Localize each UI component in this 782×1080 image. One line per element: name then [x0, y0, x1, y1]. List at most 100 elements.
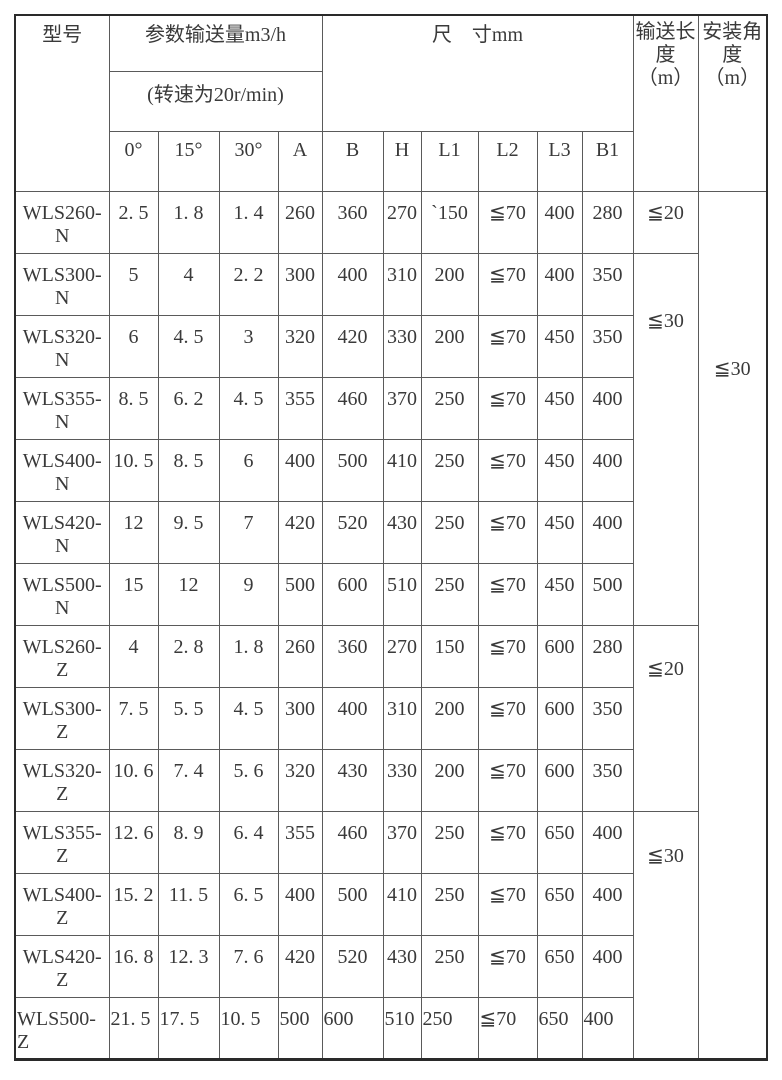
- value-cell: 350: [581, 686, 634, 750]
- value-cell: 250: [420, 438, 479, 502]
- value-cell: 150: [420, 624, 479, 688]
- table-header: 型号 参数输送量m3/h 尺 寸mm 输送长 度 （m） 安装角 度 （m） (…: [14, 14, 768, 192]
- value-cell: 8. 5: [108, 376, 159, 440]
- value-cell: ≦70: [477, 748, 538, 812]
- value-cell: ≦70: [477, 438, 538, 502]
- value-cell: 2. 5: [108, 190, 159, 254]
- table-row: WLS300-Z 7. 5 5. 5 4. 5 300 400 310 200 ≦70 600 35…: [14, 686, 767, 750]
- table-row: WLS400-Z 15. 2 11. 5 6. 5 400 500 410 250 ≦70 650…: [14, 872, 767, 936]
- table-row: WLS355-N 8. 5 6. 2 4. 5 355 460 370 250 ≦70 450 40…: [14, 376, 767, 440]
- value-cell: 410: [382, 872, 422, 936]
- value-cell: 500: [581, 562, 634, 626]
- value-cell: 9. 5: [157, 500, 220, 564]
- value-cell: 500: [321, 438, 384, 502]
- value-cell: 4: [108, 624, 159, 688]
- value-cell: 360: [321, 190, 384, 254]
- value-cell: 250: [420, 996, 479, 1060]
- value-cell: 330: [382, 748, 422, 812]
- value-cell: 355: [277, 376, 323, 440]
- speed-note: (转速为20r/min): [108, 70, 323, 132]
- value-cell: 400: [581, 934, 634, 998]
- model-cell: WLS260-Z: [14, 624, 110, 688]
- table-row: WLS260-N 2. 5 1. 8 1. 4 260 360 270 `150 ≦70 400 2…: [14, 190, 768, 1060]
- value-cell: 250: [420, 376, 479, 440]
- value-cell: 400: [581, 872, 634, 936]
- value-cell: 4: [157, 252, 220, 316]
- value-cell: 430: [321, 748, 384, 812]
- value-cell: 3: [218, 314, 279, 378]
- value-cell: ≦70: [477, 686, 538, 750]
- value-cell: 12: [108, 500, 159, 564]
- value-cell: ≦70: [477, 562, 538, 626]
- col-header-L3: L3: [536, 130, 583, 192]
- value-cell: 350: [581, 252, 634, 316]
- value-cell: 4. 5: [218, 686, 279, 750]
- model-cell: WLS300-N: [14, 252, 110, 316]
- value-cell: 11. 5: [157, 872, 220, 936]
- value-cell: 8. 9: [157, 810, 220, 874]
- value-cell: 250: [420, 500, 479, 564]
- value-cell: 4. 5: [157, 314, 220, 378]
- value-cell: 21. 5: [108, 996, 159, 1060]
- value-cell: `150: [420, 190, 479, 254]
- value-cell: 400: [581, 376, 634, 440]
- model-cell: WLS260-N: [14, 190, 110, 254]
- table-row: WLS500-Z 21. 5 17. 5 10. 5 500 600 510 250 ≦70 65…: [14, 996, 767, 1060]
- value-cell: ≦70: [477, 934, 538, 998]
- value-cell: 250: [420, 872, 479, 936]
- value-cell: 500: [277, 996, 323, 1060]
- value-cell: 300: [277, 686, 323, 750]
- value-cell: 12: [157, 562, 220, 626]
- model-cell: WLS355-Z: [14, 810, 110, 874]
- value-cell: 520: [321, 500, 384, 564]
- model-cell: WLS500-Z: [14, 996, 110, 1060]
- value-cell: 2. 8: [157, 624, 220, 688]
- value-cell: 510: [382, 562, 422, 626]
- value-cell: 6. 4: [218, 810, 279, 874]
- value-cell: 310: [382, 686, 422, 750]
- col-header-B: B: [321, 130, 384, 192]
- value-cell: 4. 5: [218, 376, 279, 440]
- value-cell: 450: [536, 500, 583, 564]
- conveying-length-cell: ≦30: [632, 252, 699, 626]
- dimensions-header: 尺 寸mm: [321, 14, 634, 132]
- spec-table: 型号 参数输送量m3/h 尺 寸mm 输送长 度 （m） 安装角 度 （m） (…: [14, 14, 768, 1061]
- conveying-length-cell: ≦20: [632, 190, 699, 254]
- value-cell: 200: [420, 748, 479, 812]
- value-cell: 10. 6: [108, 748, 159, 812]
- value-cell: ≦70: [477, 624, 538, 688]
- value-cell: 5. 6: [218, 748, 279, 812]
- value-cell: 7: [218, 500, 279, 564]
- value-cell: ≦70: [477, 500, 538, 564]
- value-cell: 320: [277, 314, 323, 378]
- table-body: WLS260-N 2. 5 1. 8 1. 4 260 360 270 `150 ≦70 400 2…: [14, 190, 768, 1060]
- value-cell: 200: [420, 314, 479, 378]
- conveying-length-cell: ≦30: [632, 810, 699, 1060]
- value-cell: 12. 6: [108, 810, 159, 874]
- value-cell: 260: [277, 190, 323, 254]
- value-cell: 355: [277, 810, 323, 874]
- value-cell: 15. 2: [108, 872, 159, 936]
- value-cell: 6. 2: [157, 376, 220, 440]
- value-cell: 1. 4: [218, 190, 279, 254]
- value-cell: 10. 5: [218, 996, 279, 1060]
- value-cell: 600: [536, 624, 583, 688]
- value-cell: 10. 5: [108, 438, 159, 502]
- col-header-H: H: [382, 130, 422, 192]
- value-cell: 270: [382, 624, 422, 688]
- value-cell: 420: [277, 934, 323, 998]
- value-cell: 400: [536, 190, 583, 254]
- model-cell: WLS400-Z: [14, 872, 110, 936]
- table-row: WLS260-Z 4 2. 8 1. 8 260 360 270 150 ≦70 600 280 ≦2…: [14, 624, 767, 812]
- value-cell: 7. 5: [108, 686, 159, 750]
- col-header-0deg: 0°: [108, 130, 159, 192]
- value-cell: 430: [382, 500, 422, 564]
- value-cell: 650: [536, 934, 583, 998]
- value-cell: 280: [581, 624, 634, 688]
- value-cell: 450: [536, 314, 583, 378]
- value-cell: 5: [108, 252, 159, 316]
- model-cell: WLS320-Z: [14, 748, 110, 812]
- value-cell: ≦70: [477, 810, 538, 874]
- install-angle-header: 安装角 度 （m）: [697, 14, 768, 192]
